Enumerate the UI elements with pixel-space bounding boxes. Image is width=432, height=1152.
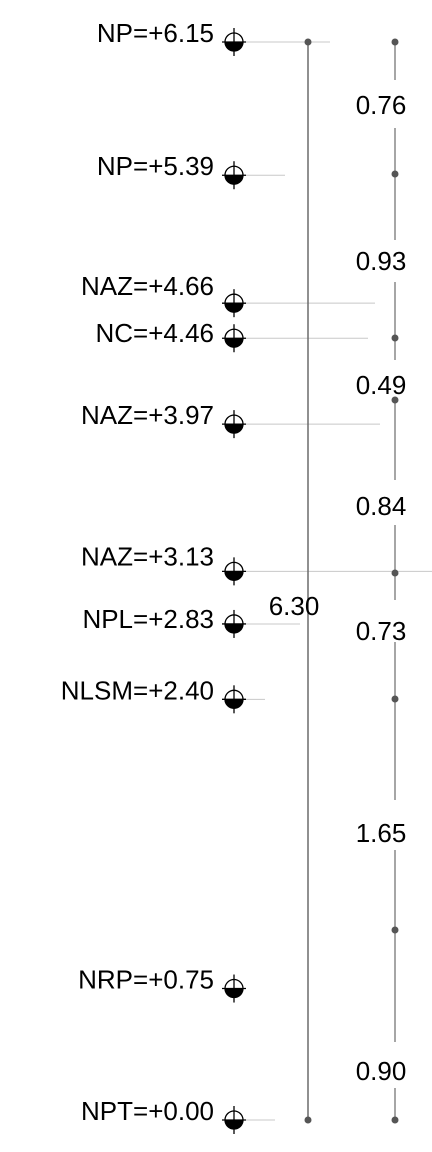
interval-label: 1.65 <box>356 818 407 848</box>
total-value-label: 6.30 <box>269 591 320 621</box>
interval-label: 0.76 <box>356 90 407 120</box>
level-marker-icon <box>222 410 246 439</box>
level-label: NP=+5.39 <box>97 151 214 181</box>
level-marker-icon <box>222 685 246 714</box>
level-label: NPL=+2.83 <box>82 604 214 634</box>
interval-tick-dot <box>391 926 399 934</box>
interval-label: 0.90 <box>356 1056 407 1086</box>
interval-tick-dot <box>391 569 399 577</box>
level-marker-icon <box>222 1106 246 1134</box>
total-axis-bottom-dot <box>304 1116 312 1124</box>
level-marker-icon <box>222 289 246 318</box>
interval-tick-dot <box>391 170 399 178</box>
level-label: NAZ=+3.97 <box>81 400 214 430</box>
level-marker-icon <box>222 324 246 353</box>
interval-label: 0.73 <box>356 616 407 646</box>
level-label: NRP=+0.75 <box>78 965 214 995</box>
interval-label: 0.93 <box>356 246 407 276</box>
level-marker-icon <box>222 609 246 638</box>
level-marker-icon <box>222 161 246 190</box>
level-marker-icon <box>222 974 246 1003</box>
level-label: NPT=+0.00 <box>81 1096 214 1126</box>
level-label: NLSM=+2.40 <box>61 675 214 705</box>
interval-label: 0.49 <box>356 370 407 400</box>
level-label: NP=+6.15 <box>97 18 214 48</box>
interval-tick-dot <box>391 695 399 703</box>
level-marker-icon <box>222 28 246 56</box>
interval-tick-dot <box>391 1116 399 1124</box>
level-label: NAZ=+3.13 <box>81 541 214 571</box>
interval-tick-dot <box>391 396 399 404</box>
level-label: NC=+4.46 <box>95 318 214 348</box>
level-label: NAZ=+4.66 <box>81 271 214 301</box>
interval-tick-dot <box>391 334 399 342</box>
level-marker-icon <box>222 557 246 586</box>
total-axis-top-dot <box>304 38 312 46</box>
interval-label: 0.84 <box>356 491 407 521</box>
interval-tick-dot <box>391 38 399 46</box>
